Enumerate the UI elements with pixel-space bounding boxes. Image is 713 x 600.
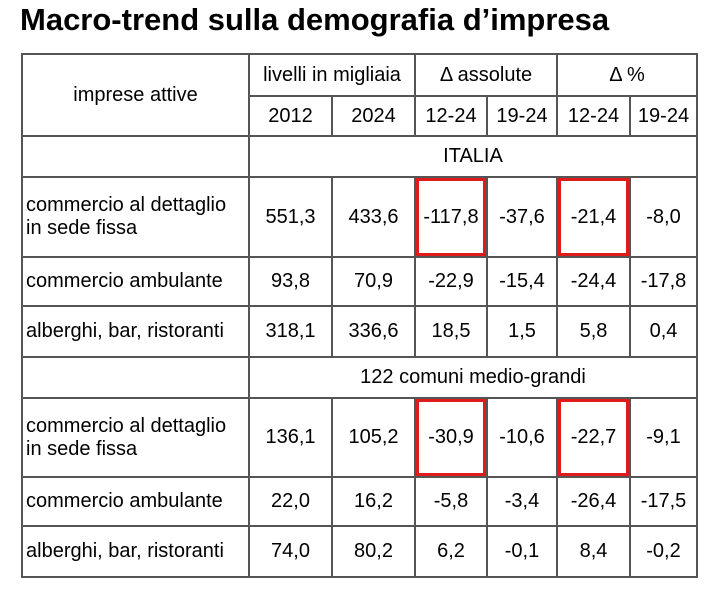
row-label: commercio ambulante [21, 476, 250, 527]
row-label: commercio al dettaglio in sede fissa [21, 176, 250, 258]
year-header: 2012 [248, 95, 333, 137]
table-cell: -5,8 [414, 476, 488, 527]
table-cell: -24,4 [556, 256, 631, 307]
year-header: 19-24 [486, 95, 558, 137]
highlighted-cell: -117,8 [414, 176, 488, 258]
row-label-header: imprese attive [21, 53, 250, 137]
year-header: 2024 [331, 95, 416, 137]
table-cell: 74,0 [248, 525, 333, 578]
table-cell: -9,1 [629, 397, 698, 478]
year-header: 12-24 [556, 95, 631, 137]
highlighted-cell: -22,7 [556, 397, 631, 478]
table-cell: -8,0 [629, 176, 698, 258]
table-cell: 70,9 [331, 256, 416, 307]
table-cell: -22,9 [414, 256, 488, 307]
table-cell: -37,6 [486, 176, 558, 258]
group-header-delta-pct: Δ % [556, 53, 698, 97]
table-cell: 318,1 [248, 305, 333, 358]
table-cell: 433,6 [331, 176, 416, 258]
group-header-levels: livelli in migliaia [248, 53, 416, 97]
row-label: commercio al dettaglio in sede fissa [21, 397, 250, 478]
group-header-delta-abs: Δ assolute [414, 53, 558, 97]
page-title: Macro-trend sulla demografia d’impresa [20, 2, 610, 37]
table-cell: -17,5 [629, 476, 698, 527]
table-cell: 93,8 [248, 256, 333, 307]
table-cell: 16,2 [331, 476, 416, 527]
table-cell: 551,3 [248, 176, 333, 258]
table-cell: 22,0 [248, 476, 333, 527]
table-cell: 336,6 [331, 305, 416, 358]
section-header-comuni: 122 comuni medio-grandi [248, 356, 698, 399]
table-cell: -17,8 [629, 256, 698, 307]
table-cell: 136,1 [248, 397, 333, 478]
table-cell: 5,8 [556, 305, 631, 358]
highlighted-cell: -30,9 [414, 397, 488, 478]
table-cell: 80,2 [331, 525, 416, 578]
table-cell: 6,2 [414, 525, 488, 578]
year-header: 12-24 [414, 95, 488, 137]
table-cell: 18,5 [414, 305, 488, 358]
table-cell: -10,6 [486, 397, 558, 478]
row-label: alberghi, bar, ristoranti [21, 525, 250, 578]
row-label: commercio ambulante [21, 256, 250, 307]
table-cell: -15,4 [486, 256, 558, 307]
table-cell: 1,5 [486, 305, 558, 358]
data-table: imprese attive livelli in migliaia Δ ass… [21, 53, 698, 578]
table-cell: 105,2 [331, 397, 416, 478]
table-cell: -0,1 [486, 525, 558, 578]
year-header: 19-24 [629, 95, 698, 137]
row-label: alberghi, bar, ristoranti [21, 305, 250, 358]
table-cell: -0,2 [629, 525, 698, 578]
table-cell: 0,4 [629, 305, 698, 358]
section-header-italia: ITALIA [248, 135, 698, 178]
highlighted-cell: -21,4 [556, 176, 631, 258]
table-cell: -3,4 [486, 476, 558, 527]
table-cell: 8,4 [556, 525, 631, 578]
table-cell: -26,4 [556, 476, 631, 527]
